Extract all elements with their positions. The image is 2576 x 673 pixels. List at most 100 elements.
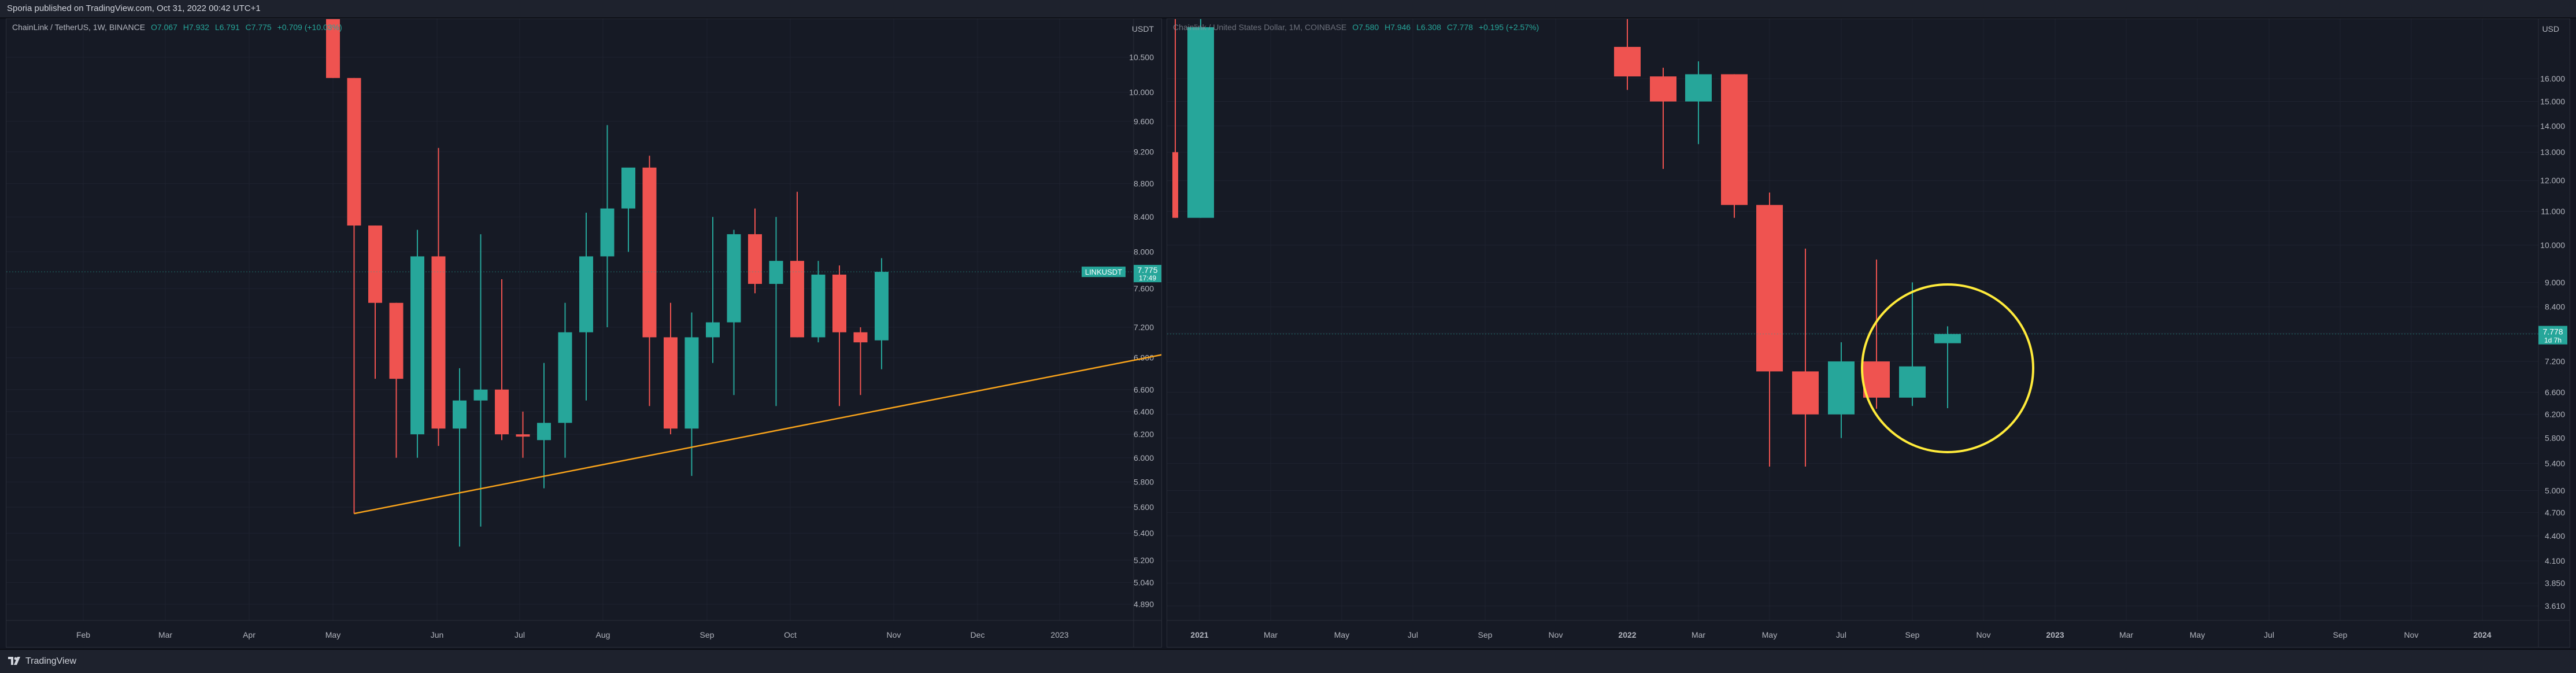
countdown-tag: 1d 7h <box>2544 337 2562 345</box>
candle-body <box>410 256 424 435</box>
tradingview-logo-icon[interactable] <box>8 657 22 666</box>
candle <box>1792 249 1819 467</box>
y-tick-label: 5.000 <box>2545 486 2565 495</box>
y-tick-label: 5.200 <box>1134 556 1154 565</box>
x-tick-label: Jul <box>1408 630 1418 639</box>
publish-header: Sporia published on TradingView.com, Oct… <box>0 0 2576 19</box>
ohlc-change: +0.195 (+2.57%) <box>1478 23 1539 32</box>
candle-body <box>537 423 551 441</box>
y-tick-label: 4.100 <box>2545 556 2565 565</box>
candle-body <box>1650 76 1676 102</box>
candle <box>790 191 804 338</box>
candle-body <box>1187 27 1214 218</box>
y-tick-label: 8.800 <box>1134 179 1154 188</box>
candle <box>1187 19 1214 218</box>
chart-canvas[interactable]: 10.500 10.000 9.600 9.200 8.800 8.400 8.000 7.6… <box>6 19 1162 648</box>
candle <box>1756 192 1783 467</box>
x-tick-label: Apr <box>243 630 256 639</box>
candle <box>1899 282 1926 406</box>
symbol-tag-bg <box>1082 267 1126 278</box>
y-tick-label: 12.000 <box>2540 176 2565 185</box>
trendline <box>354 354 1161 515</box>
candle <box>537 363 551 489</box>
y-tick-label: 6.400 <box>1134 407 1154 416</box>
chart-legend: ChainLink / TetherUS, 1W, BINANCE O7.067… <box>12 23 342 32</box>
x-tick-label: Mar <box>1264 630 1278 639</box>
price-tag-bg <box>2538 326 2567 345</box>
countdown-tag: 17:49 <box>1139 274 1156 282</box>
candle <box>706 217 720 363</box>
candle-body <box>453 400 467 429</box>
highlight-circle <box>1861 283 2034 453</box>
y-tick-label: 3.850 <box>2545 579 2565 588</box>
brand-name[interactable]: TradingView <box>25 656 77 666</box>
candle-body <box>1828 361 1855 415</box>
candle-body <box>621 167 635 209</box>
candle-body <box>1792 371 1819 415</box>
candle-body <box>664 337 678 429</box>
chart-pane-linkusd-monthly[interactable]: Chainlink / United States Dollar, 1M, CO… <box>1167 19 2570 648</box>
y-tick-label: 7.600 <box>1134 284 1154 293</box>
y-tick-label: 5.040 <box>1134 578 1154 587</box>
candle-body <box>347 77 361 226</box>
candle-body <box>600 208 615 257</box>
candle-body <box>684 337 699 429</box>
chart-legend: Chainlink / United States Dollar, 1M, CO… <box>1173 23 1539 32</box>
candle <box>621 167 635 252</box>
candle <box>558 302 572 458</box>
chart-canvas[interactable]: 16.000 15.000 14.000 13.000 12.000 11.000 10.0… <box>1167 19 2570 648</box>
y-tick-label: 5.400 <box>1134 528 1154 538</box>
candle <box>1685 61 1712 145</box>
y-tick-label: 4.700 <box>2545 508 2565 517</box>
ohlc-high: H7.932 <box>183 23 209 32</box>
candle-body <box>389 302 404 379</box>
ohlc-low: L6.308 <box>1416 23 1441 32</box>
currency-label: USD <box>2542 24 2559 34</box>
x-tick-label: 2024 <box>2473 630 2491 639</box>
y-tick-label: 14.000 <box>2540 121 2565 131</box>
candle-body <box>1899 366 1926 398</box>
x-tick-label: Sep <box>700 630 715 639</box>
x-tick-label: Oct <box>784 630 797 639</box>
candle <box>1650 68 1676 169</box>
candle-body <box>769 261 783 284</box>
candle <box>1614 19 1641 90</box>
candle-body <box>811 274 826 338</box>
y-tick-label: 7.200 <box>2545 357 2565 366</box>
candle <box>1934 326 1961 408</box>
candle <box>368 225 382 379</box>
candle-body <box>748 234 762 284</box>
candle <box>1172 19 1178 218</box>
x-tick-label: 2022 <box>1618 630 1636 639</box>
y-tick-label: 16.000 <box>2540 74 2565 83</box>
candle <box>875 258 889 369</box>
candle <box>1721 74 1748 218</box>
candle <box>473 234 488 527</box>
ohlc-change: +0.709 (+10.03%) <box>277 23 342 32</box>
currency-label: USDT <box>1132 24 1154 34</box>
x-tick-label: May <box>325 630 340 639</box>
x-tick-label: Mar <box>1692 630 1705 639</box>
ohlc-open: O7.067 <box>150 23 177 32</box>
y-tick-label: 6.200 <box>1134 430 1154 439</box>
grid <box>6 19 1134 620</box>
candle-body <box>1172 152 1178 218</box>
x-tick-label: Jul <box>1836 630 1846 639</box>
x-tick-label: May <box>1334 630 1349 639</box>
y-tick-label: 5.600 <box>1134 502 1154 512</box>
x-tick-label: Jun <box>431 630 444 639</box>
x-tick-label: May <box>2190 630 2205 639</box>
candle <box>727 230 741 395</box>
x-tick-label: Feb <box>76 630 90 639</box>
chart-pane-linkusdt-weekly[interactable]: ChainLink / TetherUS, 1W, BINANCE O7.067… <box>6 19 1162 648</box>
symbol-title: Chainlink / United States Dollar, 1M, CO… <box>1173 23 1347 32</box>
candle-body <box>1863 361 1890 398</box>
x-tick-label: 2021 <box>1190 630 1208 639</box>
y-tick-label: 5.400 <box>2545 458 2565 468</box>
candle <box>1828 342 1855 438</box>
candle-body <box>1685 74 1712 102</box>
y-tick-label: 15.000 <box>2540 97 2565 106</box>
y-tick-label: 6.000 <box>1134 453 1154 463</box>
